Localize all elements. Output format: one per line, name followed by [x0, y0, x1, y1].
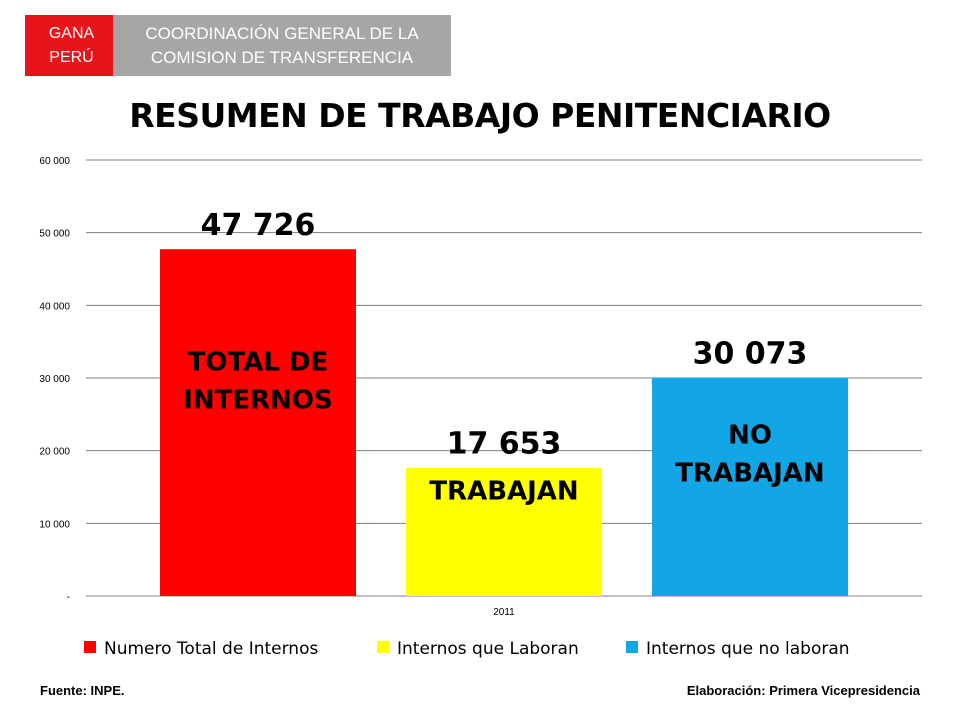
- bar-inner-label: TRABAJAN: [675, 458, 824, 488]
- bar: [652, 377, 848, 596]
- legend-label: Internos que no laboran: [646, 639, 850, 659]
- y-tick-label: 50 000: [39, 229, 70, 240]
- bar-inner-label: TRABAJAN: [429, 476, 578, 506]
- source-note: Fuente: INPE.: [40, 683, 125, 698]
- y-tick-label: 20 000: [39, 447, 70, 458]
- bar-inner-label: NO: [728, 420, 772, 450]
- legend-swatch: [84, 641, 96, 653]
- bar-inner-label: INTERNOS: [183, 386, 333, 416]
- y-tick-label: 10 000: [39, 519, 70, 530]
- gana-peru-badge: GANA PERÚ: [25, 15, 118, 76]
- legend-label: Numero Total de Internos: [104, 639, 318, 659]
- bar: [406, 467, 602, 596]
- x-tick-label: 2011: [493, 607, 515, 618]
- badge-line-2: PERÚ: [49, 48, 94, 66]
- banner-line-2: COMISION DE TRANSFERENCIA: [150, 47, 414, 67]
- coordination-banner: COORDINACIÓN GENERAL DE LA COMISION DE T…: [113, 15, 451, 76]
- y-tick-label: -: [67, 592, 70, 603]
- legend-swatch: [626, 641, 638, 653]
- credit-note: Elaboración: Primera Vicepresidencia: [686, 683, 920, 698]
- page-title: RESUMEN DE TRABAJO PENITENCIARIO: [129, 96, 831, 135]
- data-label: 17 653: [447, 427, 562, 462]
- y-tick-label: 40 000: [39, 301, 70, 312]
- y-tick-label: 60 000: [39, 156, 70, 167]
- bar: [160, 249, 356, 596]
- banner-line-1: COORDINACIÓN GENERAL DE LA: [145, 23, 419, 43]
- y-tick-label: 30 000: [39, 374, 70, 385]
- data-label: 47 726: [201, 208, 316, 243]
- data-label: 30 073: [693, 336, 808, 371]
- legend-label: Internos que Laboran: [397, 639, 579, 659]
- legend-swatch: [377, 641, 389, 653]
- bar-inner-label: TOTAL DE: [188, 348, 329, 378]
- badge-line-1: GANA: [48, 24, 95, 42]
